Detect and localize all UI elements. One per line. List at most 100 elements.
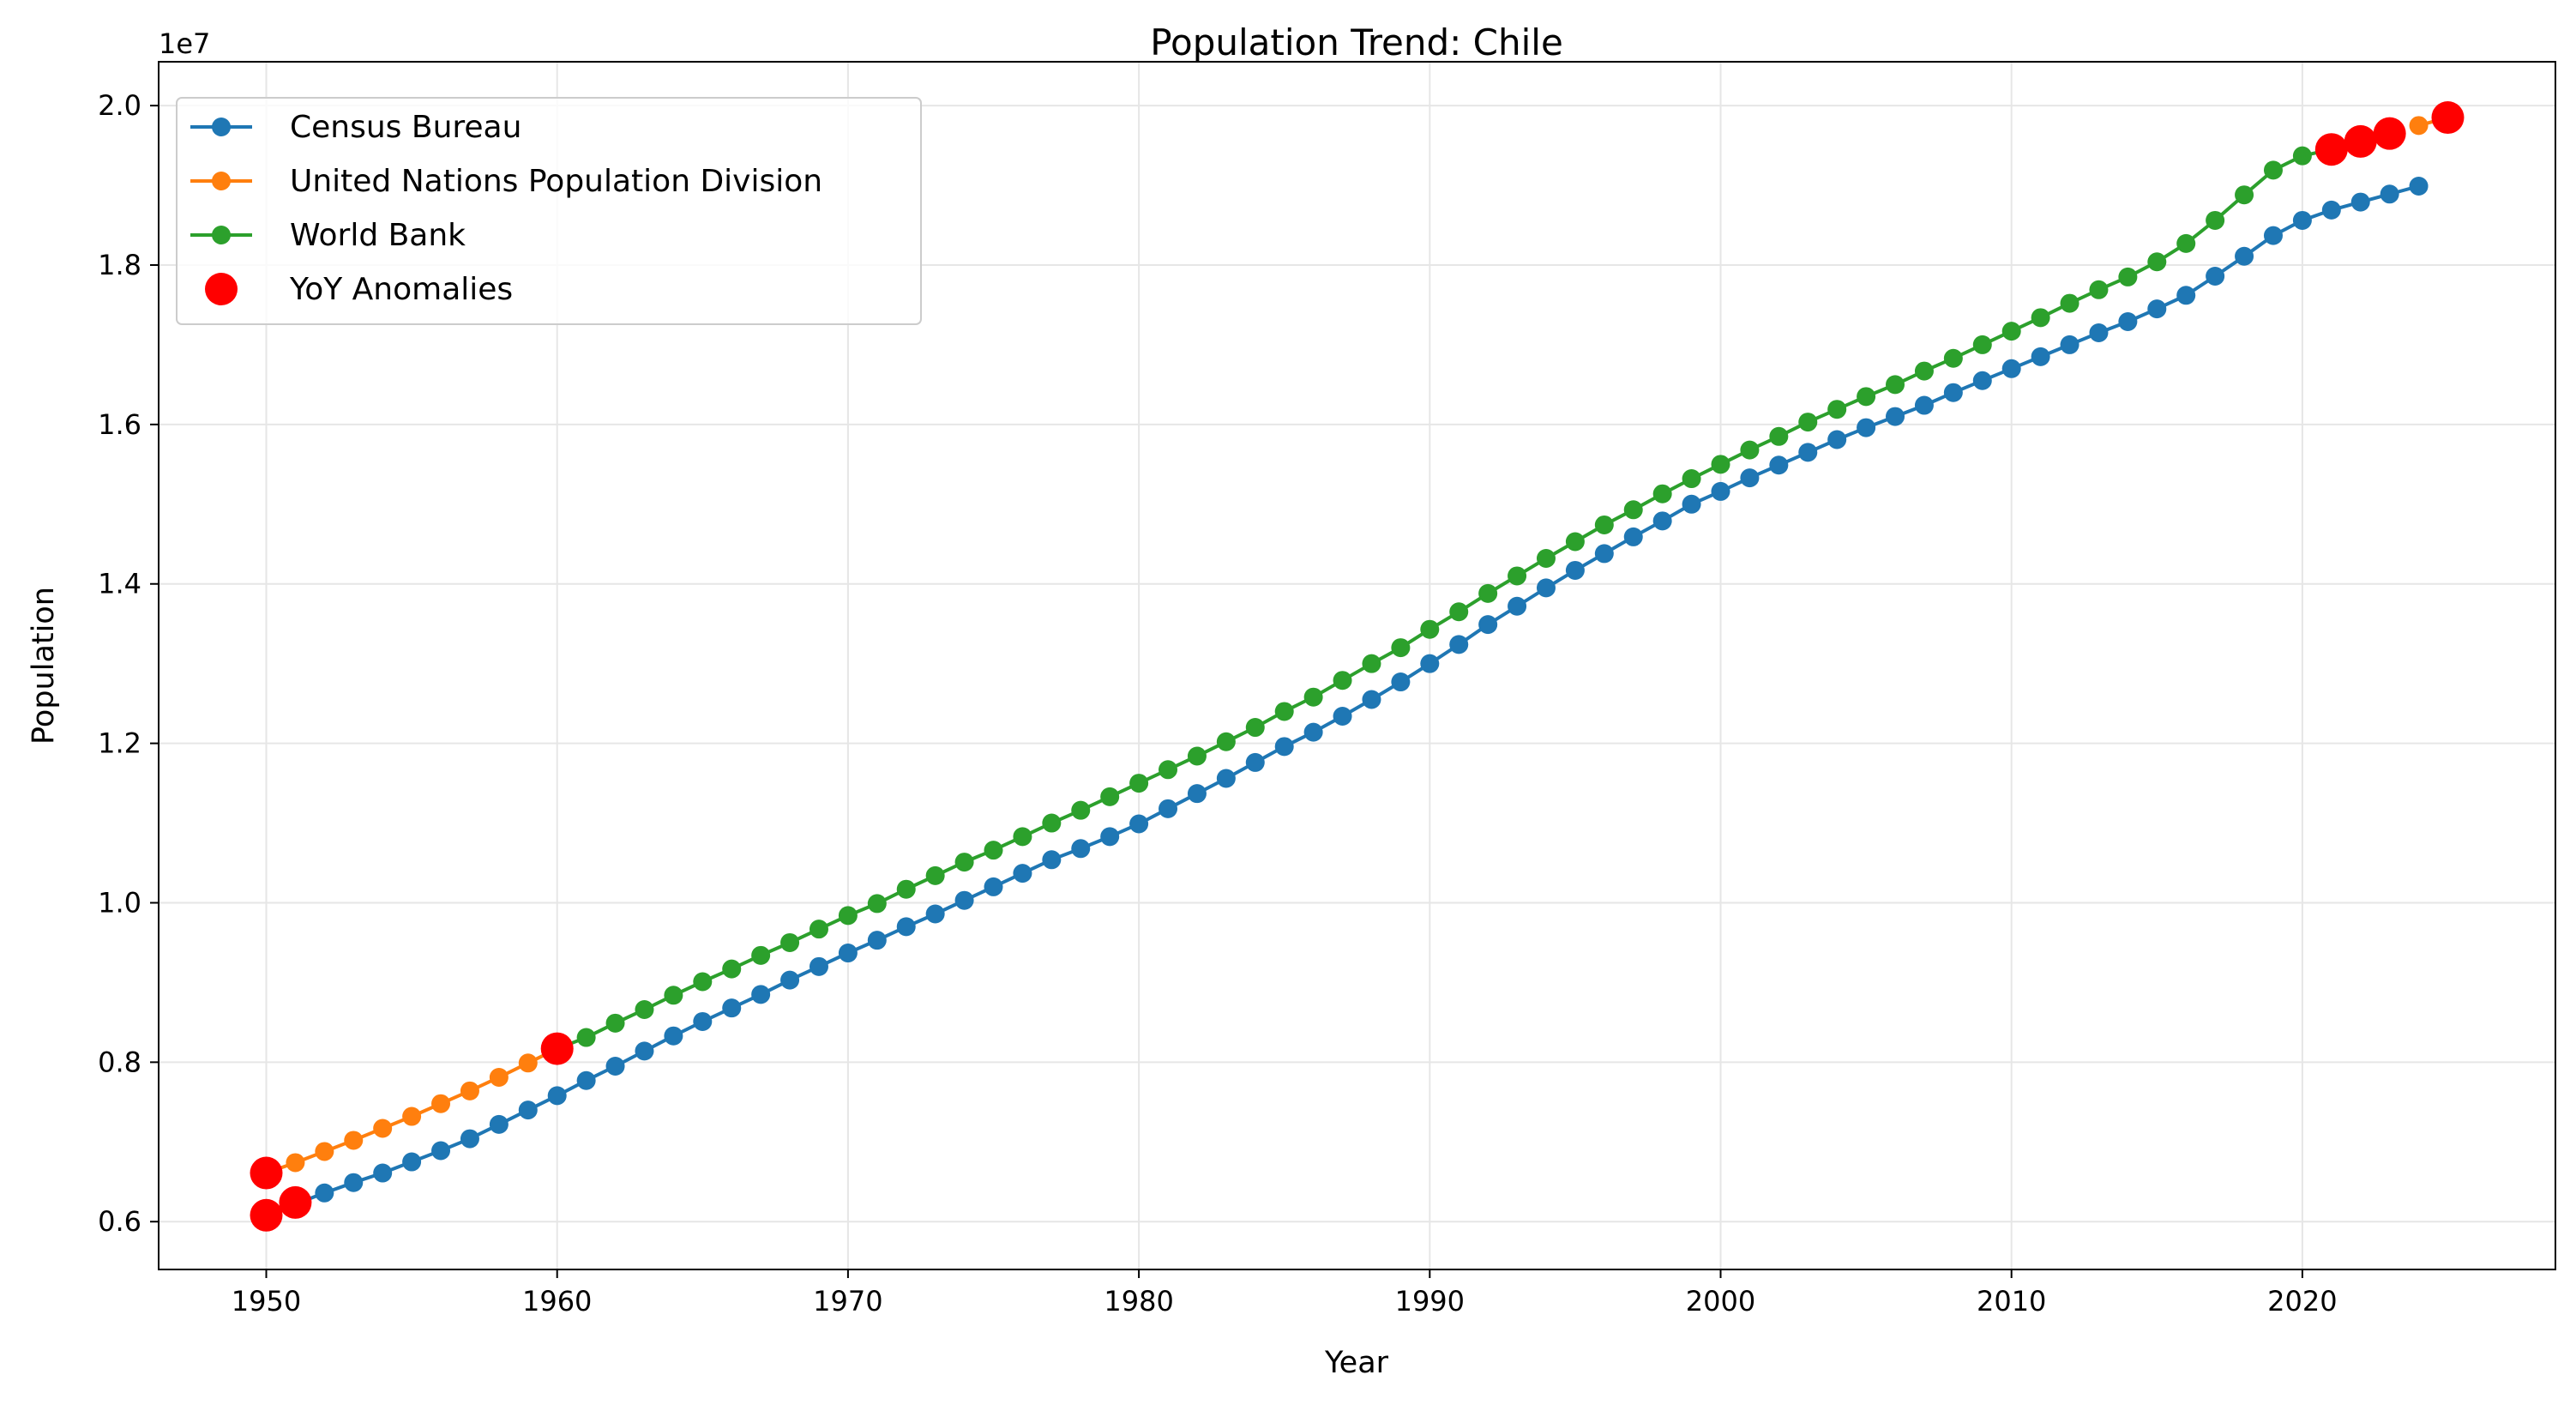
data-point bbox=[344, 1173, 364, 1192]
data-point bbox=[2118, 267, 2138, 286]
data-point bbox=[780, 932, 800, 952]
data-point bbox=[2176, 286, 2196, 305]
anomaly-layer bbox=[250, 101, 2465, 1232]
data-point bbox=[1071, 800, 1091, 820]
data-point bbox=[693, 1011, 713, 1031]
data-point bbox=[1594, 544, 1614, 564]
data-point bbox=[315, 1142, 334, 1161]
y-tick-label: 2.0 bbox=[98, 89, 141, 122]
data-point bbox=[896, 917, 916, 937]
data-point bbox=[1013, 827, 1032, 847]
data-point bbox=[867, 931, 887, 950]
data-point bbox=[2235, 246, 2254, 266]
data-point bbox=[2292, 146, 2312, 166]
data-point bbox=[2409, 176, 2429, 196]
data-point bbox=[1943, 383, 1963, 402]
y-tick-label: 0.8 bbox=[98, 1046, 141, 1078]
data-point bbox=[1478, 583, 1498, 603]
data-point bbox=[1216, 732, 1236, 751]
data-point bbox=[1100, 827, 1120, 847]
data-point bbox=[1827, 400, 1847, 419]
data-point bbox=[431, 1094, 451, 1113]
data-point bbox=[1652, 511, 1672, 531]
data-point bbox=[1303, 687, 1323, 707]
data-point bbox=[1449, 635, 1469, 654]
data-point bbox=[1623, 500, 1643, 520]
y-tick-label: 1.0 bbox=[98, 886, 141, 919]
y-tick-label: 1.6 bbox=[98, 408, 141, 441]
legend: Census Bureau United Nations Population … bbox=[176, 97, 922, 325]
data-point bbox=[722, 959, 742, 979]
data-point bbox=[1333, 707, 1352, 727]
data-point bbox=[2176, 233, 2196, 253]
data-point bbox=[1682, 494, 1701, 514]
data-point bbox=[2089, 323, 2109, 342]
data-point bbox=[1914, 395, 1934, 415]
x-ticks: 1950 1960 1970 1980 1990 2000 2010 2020 bbox=[232, 1269, 2338, 1318]
data-point bbox=[838, 944, 858, 963]
data-point bbox=[780, 970, 800, 990]
data-point bbox=[460, 1129, 479, 1149]
data-point bbox=[2206, 267, 2225, 286]
data-point bbox=[2031, 347, 2050, 366]
y-tick-label: 1.8 bbox=[98, 249, 141, 281]
data-point bbox=[2409, 116, 2429, 136]
data-point bbox=[2118, 311, 2138, 331]
plot-frame bbox=[158, 61, 2556, 1270]
data-point bbox=[2001, 322, 2021, 341]
legend-census-marker bbox=[212, 118, 231, 136]
x-tick-label: 1990 bbox=[1395, 1285, 1465, 1318]
legend-anomaly-marker bbox=[205, 273, 238, 305]
data-point bbox=[605, 1013, 625, 1033]
data-point bbox=[984, 841, 1003, 860]
anomaly-point bbox=[250, 1156, 283, 1190]
data-point bbox=[1711, 481, 1730, 501]
data-point bbox=[344, 1131, 364, 1150]
data-point bbox=[2147, 252, 2167, 272]
data-point bbox=[518, 1053, 538, 1073]
y-tick-label: 1.4 bbox=[98, 568, 141, 600]
data-point bbox=[809, 956, 828, 976]
data-point bbox=[954, 890, 974, 910]
x-tick-label: 1960 bbox=[522, 1285, 592, 1318]
data-point bbox=[1536, 548, 1556, 568]
data-point bbox=[664, 986, 683, 1005]
data-point bbox=[954, 853, 974, 872]
legend-box bbox=[176, 97, 922, 325]
data-point bbox=[1798, 413, 1818, 432]
data-point bbox=[1274, 737, 1294, 757]
x-tick-label: 1950 bbox=[232, 1285, 301, 1318]
data-point bbox=[1508, 566, 1527, 586]
data-point bbox=[751, 985, 771, 1004]
y-axis-label: Population bbox=[27, 587, 61, 745]
data-point bbox=[2206, 210, 2225, 230]
data-point bbox=[2321, 200, 2341, 220]
data-point bbox=[2235, 185, 2254, 205]
data-point bbox=[1187, 784, 1207, 804]
data-point bbox=[1274, 702, 1294, 721]
data-point bbox=[1478, 615, 1498, 635]
data-point bbox=[1943, 348, 1963, 368]
anomaly-point bbox=[279, 1185, 312, 1219]
data-point bbox=[1013, 864, 1032, 883]
data-point bbox=[1886, 407, 1905, 426]
anomaly-point bbox=[2373, 117, 2406, 150]
data-point bbox=[1857, 387, 1876, 407]
x-axis-label: Year bbox=[1324, 1346, 1389, 1380]
data-point bbox=[2031, 308, 2050, 328]
data-point bbox=[1769, 455, 1789, 475]
data-point bbox=[1449, 602, 1469, 622]
data-point bbox=[1565, 532, 1585, 552]
data-point bbox=[2350, 192, 2370, 212]
data-point bbox=[1420, 619, 1440, 639]
data-point bbox=[1594, 515, 1614, 534]
data-point bbox=[1623, 527, 1643, 546]
data-point bbox=[1914, 361, 1934, 381]
data-point bbox=[1798, 443, 1818, 462]
data-point bbox=[576, 1028, 596, 1047]
data-point bbox=[1972, 371, 1992, 390]
data-point bbox=[925, 865, 945, 885]
data-point bbox=[1740, 440, 1760, 460]
data-point bbox=[1042, 813, 1062, 833]
y-ticks: 0.6 0.8 1.0 1.2 1.4 1.6 1.8 2.0 bbox=[98, 89, 159, 1238]
